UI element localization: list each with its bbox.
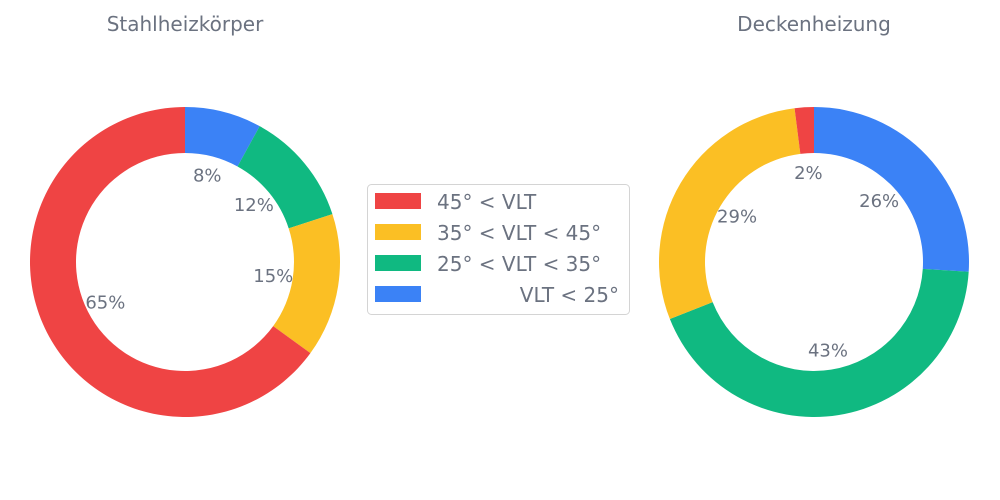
slice-25-vlt-35 xyxy=(669,268,969,417)
chart-title-stahlheizkoerper: Stahlheizkörper xyxy=(107,12,264,36)
legend: 45° < VLT 35° < VLT < 45° 25° < VLT < 35… xyxy=(367,184,630,315)
slice-label-vlt-25: 26% xyxy=(859,191,899,212)
slices-deckenheizung xyxy=(659,107,969,417)
labels-stahlheizkoerper: 8% 12% 15% 65% xyxy=(85,165,293,313)
legend-swatch xyxy=(375,255,421,271)
slice-label-25-vlt-35: 12% xyxy=(234,195,274,216)
legend-label: 35° < VLT < 45° xyxy=(437,221,601,245)
labels-deckenheizung: 26% 43% 29% 2% xyxy=(717,163,899,361)
legend-swatch xyxy=(375,286,421,302)
slice-label-25-vlt-35: 43% xyxy=(808,340,848,361)
slice-label-vlt-25: 8% xyxy=(193,165,222,186)
donut-stahlheizkoerper: Stahlheizkörper 8% 12% 15% 65% xyxy=(29,12,340,418)
donut-deckenheizung: Deckenheizung 26% 43% 29% 2% xyxy=(659,12,969,417)
legend-item: 35° < VLT < 45° xyxy=(375,221,601,245)
slice-25-vlt-35 xyxy=(237,126,333,229)
slice-45-vlt xyxy=(794,107,814,154)
legend-label: 25° < VLT < 35° xyxy=(437,252,601,276)
legend-item: 45° < VLT xyxy=(375,190,537,214)
legend-label: VLT < 25° xyxy=(520,283,619,307)
slice-vlt-25 xyxy=(814,107,969,272)
legend-item: VLT < 25° xyxy=(375,283,619,307)
legend-swatch xyxy=(375,224,421,240)
slice-45-vlt xyxy=(29,107,311,418)
legend-label: 45° < VLT xyxy=(437,190,537,214)
chart-title-deckenheizung: Deckenheizung xyxy=(737,12,891,36)
slice-35-vlt-45 xyxy=(659,108,801,320)
legend-swatch xyxy=(375,193,421,209)
slice-vlt-25 xyxy=(185,107,260,167)
slice-label-45-vlt: 65% xyxy=(85,293,125,314)
slice-label-35-vlt-45: 15% xyxy=(253,266,293,287)
slices-stahlheizkoerper xyxy=(29,107,340,418)
legend-item: 25° < VLT < 35° xyxy=(375,252,601,276)
slice-label-35-vlt-45: 29% xyxy=(717,207,757,228)
slice-label-45-vlt: 2% xyxy=(794,163,823,184)
slice-35-vlt-45 xyxy=(273,214,340,354)
legend-box xyxy=(367,184,630,315)
